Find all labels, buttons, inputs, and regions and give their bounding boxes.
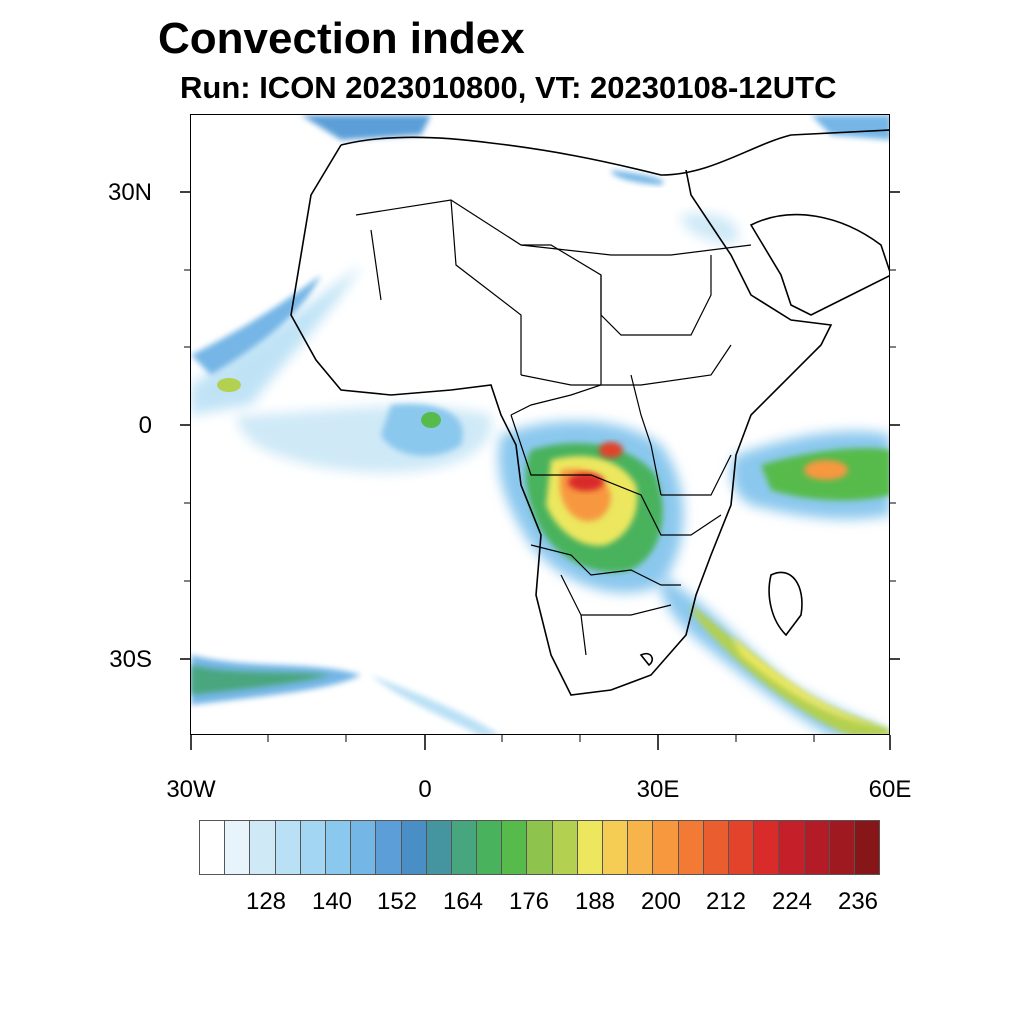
- map-panel: [190, 114, 890, 735]
- colorbar-swatch: [400, 820, 427, 875]
- colorbar-swatch: [199, 820, 226, 875]
- colorbar-swatch: [753, 820, 780, 875]
- lon-label-0: 0: [418, 776, 432, 803]
- colorbar-swatch: [803, 820, 830, 875]
- lat-label-30s: 30S: [109, 646, 152, 673]
- colorbar-swatch: [350, 820, 377, 875]
- colorbar-swatch: [853, 820, 881, 875]
- colorbar-swatch: [324, 820, 352, 875]
- colorbar-label: 140: [311, 888, 353, 915]
- colorbar-swatch: [677, 820, 704, 875]
- colorbar-swatch: [224, 820, 251, 875]
- colorbar-label: 176: [508, 888, 550, 915]
- chart-subtitle: Run: ICON 2023010800, VT: 20230108-12UTC: [180, 70, 837, 105]
- colorbar-swatch: [778, 820, 805, 875]
- map-canvas: [191, 115, 889, 734]
- colorbar-label: 236: [837, 888, 879, 915]
- colorbar-swatch: [425, 820, 452, 875]
- country-borders: [355, 199, 752, 656]
- lat-label-0: 0: [138, 412, 152, 439]
- colorbar-swatch: [450, 820, 478, 875]
- colorbar-swatch: [602, 820, 629, 875]
- colorbar-swatch: [476, 820, 503, 875]
- lon-label-30w: 30W: [166, 776, 216, 803]
- colorbar-swatch: [501, 820, 528, 875]
- colorbar-swatch: [551, 820, 578, 875]
- colorbar-swatch: [526, 820, 553, 875]
- colorbar-swatch: [627, 820, 654, 875]
- convection-field: [191, 115, 889, 734]
- colorbar-swatch: [727, 820, 755, 875]
- lon-label-60e: 60E: [868, 776, 912, 803]
- colorbar-swatch: [652, 820, 679, 875]
- colorbar-swatch: [375, 820, 402, 875]
- colorbar-label: 188: [574, 888, 616, 915]
- colorbar-swatch: [576, 820, 603, 875]
- colorbar-label: 200: [640, 888, 682, 915]
- colorbar-swatch: [274, 820, 301, 875]
- colorbar-swatch: [299, 820, 326, 875]
- colorbar-label: 128: [245, 888, 287, 915]
- lon-label-30e: 30E: [636, 776, 680, 803]
- colorbar-label: 224: [771, 888, 813, 915]
- chart-title: Convection index: [158, 14, 525, 63]
- colorbar-swatch: [702, 820, 729, 875]
- coastlines: [290, 129, 889, 696]
- colorbar-swatch: [828, 820, 855, 875]
- colorbar-label: 164: [442, 888, 484, 915]
- colorbar-label: 152: [376, 888, 418, 915]
- lat-label-30n: 30N: [107, 179, 152, 206]
- colorbar-label: 212: [705, 888, 747, 915]
- colorbar: [199, 820, 881, 875]
- colorbar-swatch: [249, 820, 276, 875]
